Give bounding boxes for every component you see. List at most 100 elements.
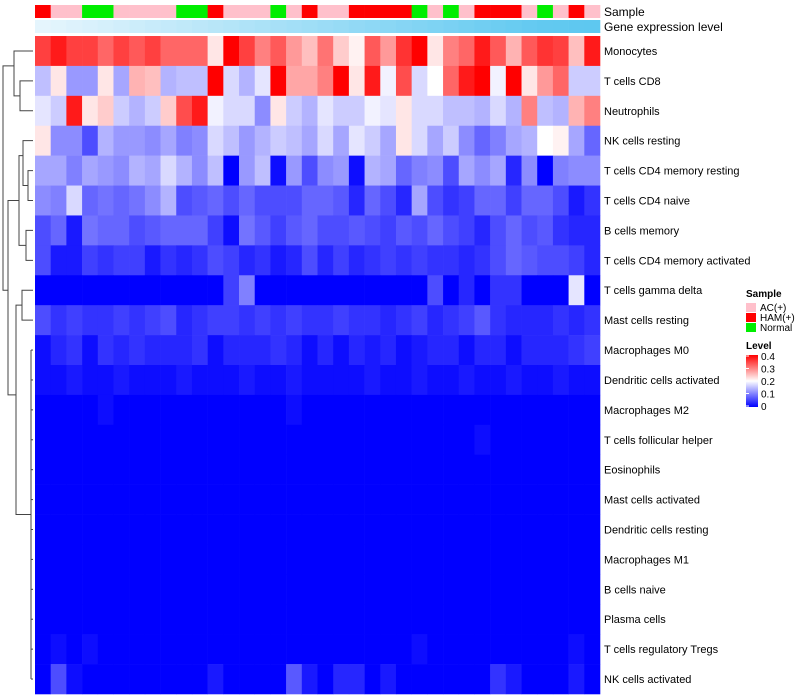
heatmap-cell bbox=[35, 185, 51, 216]
heatmap-cell bbox=[552, 305, 569, 336]
heatmap-cell bbox=[223, 574, 240, 605]
heatmap-cell bbox=[537, 305, 554, 336]
heatmap-cell bbox=[129, 514, 146, 545]
heatmap-cell bbox=[113, 305, 130, 336]
heatmap-cell bbox=[537, 604, 554, 635]
heatmap-cell bbox=[552, 365, 569, 396]
heatmap-cell bbox=[176, 424, 193, 456]
heatmap-cell bbox=[443, 335, 460, 366]
row-label: T cells CD4 naive bbox=[604, 196, 690, 208]
heatmap-cell bbox=[207, 245, 224, 276]
heatmap-cell bbox=[223, 664, 240, 695]
gene-expression-annotation-cell bbox=[113, 20, 130, 33]
heatmap-cell bbox=[443, 634, 460, 665]
heatmap-cell bbox=[223, 424, 240, 456]
heatmap-cell bbox=[254, 574, 271, 605]
heatmap-cell bbox=[395, 125, 412, 156]
heatmap-cell bbox=[113, 95, 130, 127]
heatmap-cell bbox=[490, 36, 507, 67]
heatmap-cell bbox=[270, 305, 287, 336]
heatmap-cell bbox=[239, 335, 256, 366]
row-label: T cells CD8 bbox=[604, 76, 661, 88]
heatmap-cell bbox=[380, 544, 397, 575]
heatmap-cell bbox=[348, 335, 365, 366]
heatmap-cell bbox=[144, 305, 161, 336]
heatmap-cell bbox=[160, 155, 177, 186]
heatmap-cell bbox=[113, 454, 130, 485]
heatmap-cell bbox=[411, 335, 428, 366]
heatmap-cell bbox=[223, 65, 240, 97]
heatmap-cell bbox=[505, 125, 522, 156]
heatmap-cell bbox=[411, 95, 428, 127]
heatmap-cell bbox=[97, 365, 114, 396]
heatmap-cell bbox=[97, 484, 114, 515]
heatmap-cell bbox=[207, 305, 224, 336]
heatmap-cell bbox=[380, 335, 397, 366]
heatmap-cell bbox=[380, 604, 397, 635]
heatmap-cell bbox=[50, 155, 67, 186]
heatmap-cell bbox=[254, 335, 271, 366]
heatmap-cell bbox=[380, 36, 397, 67]
heatmap-cell bbox=[521, 365, 538, 396]
heatmap-cell bbox=[411, 424, 428, 456]
heatmap-cell bbox=[317, 574, 334, 605]
heatmap-cell bbox=[176, 634, 193, 665]
heatmap-cell bbox=[380, 664, 397, 695]
heatmap-cell bbox=[207, 125, 224, 156]
heatmap-cell bbox=[568, 544, 585, 575]
legend-level-ticks: 0.4 0.30.2 0.10 bbox=[746, 352, 775, 413]
heatmap-cell bbox=[443, 574, 460, 605]
sample-annotation-cell bbox=[113, 5, 130, 18]
sample-annotation-cell bbox=[395, 5, 412, 18]
heatmap-cell bbox=[144, 215, 161, 246]
heatmap-cell bbox=[521, 574, 538, 605]
heatmap-cell bbox=[537, 335, 554, 366]
heatmap-cell bbox=[521, 335, 538, 366]
heatmap-cell bbox=[395, 245, 412, 276]
heatmap-cell bbox=[490, 125, 507, 156]
heatmap-cell bbox=[301, 185, 318, 216]
heatmap-cell bbox=[474, 514, 491, 545]
heatmap-cell bbox=[552, 454, 569, 485]
heatmap-cell bbox=[176, 275, 193, 306]
heatmap-cell bbox=[50, 305, 67, 336]
sample-annotation-cell bbox=[380, 5, 397, 18]
row-label: T cells regulatory Tregs bbox=[604, 644, 719, 656]
heatmap-cell bbox=[176, 335, 193, 366]
heatmap-cells bbox=[35, 36, 601, 695]
heatmap-cell bbox=[364, 245, 381, 276]
gene-expression-annotation-cell bbox=[380, 20, 397, 33]
heatmap-cell bbox=[191, 484, 208, 515]
dendrogram-branch bbox=[13, 50, 33, 97]
sample-annotation-cell bbox=[521, 5, 538, 18]
heatmap-cell bbox=[333, 65, 350, 97]
heatmap-cell bbox=[50, 574, 67, 605]
heatmap-cell bbox=[537, 275, 554, 306]
heatmap-cell bbox=[348, 634, 365, 665]
legend-level-tick-label: 0 bbox=[761, 402, 767, 413]
heatmap-cell bbox=[474, 484, 491, 515]
sample-annotation-cell bbox=[427, 5, 444, 18]
heatmap-cell bbox=[66, 36, 83, 67]
heatmap-cell bbox=[239, 275, 256, 306]
heatmap-cell bbox=[254, 424, 271, 456]
heatmap-cell bbox=[568, 335, 585, 366]
heatmap-cell bbox=[50, 664, 67, 695]
gene-expression-annotation-cell bbox=[207, 20, 224, 33]
heatmap-cell bbox=[160, 245, 177, 276]
heatmap-cell bbox=[537, 424, 554, 456]
heatmap-cell bbox=[521, 424, 538, 456]
heatmap-cell bbox=[411, 544, 428, 575]
heatmap-cell bbox=[176, 514, 193, 545]
heatmap-cell bbox=[395, 335, 412, 366]
heatmap-cell bbox=[176, 95, 193, 127]
heatmap-cell bbox=[223, 634, 240, 665]
gene-expression-annotation-cell bbox=[191, 20, 208, 33]
heatmap-cell bbox=[443, 484, 460, 515]
heatmap-cell bbox=[395, 424, 412, 456]
heatmap-cell bbox=[317, 365, 334, 396]
heatmap-cell bbox=[552, 544, 569, 575]
heatmap-cell bbox=[160, 574, 177, 605]
heatmap-cell bbox=[160, 65, 177, 97]
heatmap-cell bbox=[317, 155, 334, 186]
